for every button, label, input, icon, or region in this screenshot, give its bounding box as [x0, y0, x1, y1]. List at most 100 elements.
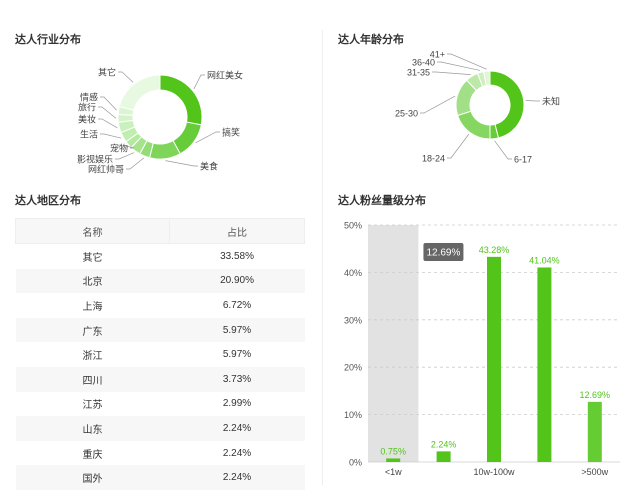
industry-slice[interactable] [159, 74, 203, 126]
industry-leader-line [115, 152, 135, 160]
bar[interactable] [487, 256, 501, 462]
age-label: 18-24 [422, 154, 445, 164]
bar-data-label: 43.28% [479, 245, 510, 255]
industry-leader-line [193, 74, 205, 90]
age-leader-line [447, 53, 487, 70]
bar-data-label: 2.24% [431, 439, 457, 449]
tooltip-text: 12.69% [426, 248, 460, 259]
industry-leader-line [118, 71, 134, 83]
fans-title: 达人粉丝量级分布 [338, 195, 426, 207]
bar[interactable] [587, 401, 602, 462]
region-pct: 2.24% [169, 465, 305, 490]
industry-leader-line [98, 106, 117, 119]
industry-leader-line [100, 96, 117, 111]
bar[interactable] [436, 451, 451, 462]
region-name: 重庆 [82, 449, 103, 461]
region-name: 北京 [15, 268, 170, 294]
age-leader-line [494, 140, 512, 160]
industry-label: 其它 [98, 67, 116, 78]
industry-slice[interactable] [118, 74, 161, 111]
region-pct: 5.97% [169, 317, 305, 343]
industry-label: 生活 [80, 129, 98, 140]
age-label: 未知 [542, 96, 560, 107]
age-leader-line [525, 100, 540, 102]
region-table: 名称 占比 其它 33.58% 北京 20.90% 上海 6.72% 广东 5.… [14, 218, 305, 490]
region-name: 广东 [15, 317, 170, 343]
industry-label: 美妆 [78, 114, 96, 125]
region-pct: 5.97% [222, 349, 252, 361]
industry-leader-line [126, 145, 135, 149]
industry-label: 旅行 [78, 102, 96, 113]
y-tick-label: 30% [344, 315, 362, 325]
bar[interactable] [537, 267, 552, 462]
region-pct: 20.90% [169, 268, 305, 294]
industry-leader-line [165, 160, 198, 167]
industry-label: 情感 [80, 92, 98, 103]
table-row: 其它 33.58% [16, 244, 305, 269]
age-label: 31-35 [407, 68, 430, 78]
region-name: 上海 [82, 301, 103, 313]
age-leader-line [447, 133, 470, 159]
y-tick-label: 20% [344, 363, 362, 373]
table-row: 四川 3.73% [15, 366, 305, 392]
table-row: 国外 2.24% [15, 465, 305, 490]
y-tick-label: 0% [349, 458, 362, 468]
region-name: 山东 [15, 416, 170, 441]
bar-data-label: 0.75% [380, 446, 406, 456]
industry-leader-line [126, 157, 145, 170]
region-pct: 2.24% [169, 416, 305, 441]
table-row: 江苏 2.99% [16, 392, 305, 417]
region-name: 其它 [82, 252, 103, 264]
region-title: 达人地区分布 [15, 195, 81, 207]
x-tick-label: <1w [385, 467, 402, 477]
industry-label: 宠物 [110, 143, 128, 154]
age-leader-line [437, 61, 481, 71]
age-label: 25-30 [395, 109, 418, 119]
region-name: 浙江 [82, 351, 103, 363]
age-slice[interactable] [457, 110, 491, 140]
table-row: 广东 5.97% [15, 317, 305, 343]
region-pct: 2.99% [222, 398, 252, 410]
age-slice[interactable] [489, 70, 525, 139]
region-pct: 3.73% [169, 366, 305, 392]
table-row: 上海 6.72% [16, 293, 305, 318]
industry-leader-line [195, 131, 220, 144]
industry-label: 网红美女 [207, 70, 243, 81]
age-title: 达人年龄分布 [338, 34, 404, 46]
table-row: 浙江 5.97% [16, 342, 305, 367]
industry-label: 美食 [200, 161, 218, 172]
region-header-name: 名称 [14, 218, 171, 244]
bar-data-label: 41.04% [529, 255, 560, 265]
region-name: 国外 [15, 465, 170, 490]
industry-leader-line [100, 133, 122, 139]
column-divider [322, 30, 323, 485]
x-tick-label: 10w-100w [473, 467, 515, 477]
x-tick-label: >500w [581, 467, 608, 477]
age-label: 6-17 [514, 155, 532, 165]
table-row: 重庆 2.24% [16, 441, 305, 466]
bar[interactable] [386, 458, 401, 462]
table-row: 北京 20.90% [15, 268, 305, 294]
region-name: 江苏 [82, 400, 103, 412]
region-table-header: 名称 占比 [14, 218, 305, 244]
region-name: 四川 [15, 366, 170, 392]
region-header-pct: 占比 [169, 218, 305, 244]
age-label: 41+ [430, 50, 445, 60]
industry-label: 影视娱乐 [77, 154, 113, 165]
y-tick-label: 40% [344, 268, 362, 278]
bar-data-label: 12.69% [580, 390, 611, 400]
industry-label: 搞笑 [222, 127, 240, 138]
table-row: 山东 2.24% [15, 416, 305, 441]
industry-label: 网红帅哥 [88, 164, 124, 175]
y-tick-label: 50% [344, 221, 362, 231]
age-leader-line [432, 71, 471, 75]
age-slice[interactable] [483, 70, 491, 86]
region-pct: 33.58% [220, 250, 254, 262]
region-pct: 2.24% [222, 447, 252, 459]
y-tick-label: 10% [344, 410, 362, 420]
age-label: 36-40 [412, 58, 435, 68]
fans-bar-chart: 0% 10% 20% 30% 40% 50% 0.75% <1w 2.24% 43.28% 10w-… [344, 221, 620, 477]
industry-title: 达人行业分布 [15, 34, 81, 46]
